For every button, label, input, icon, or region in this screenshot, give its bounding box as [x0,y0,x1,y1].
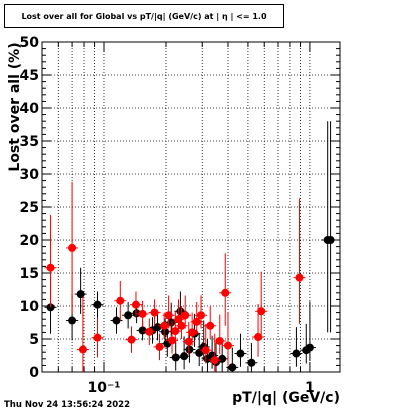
data-point [236,349,245,358]
data-point [180,352,189,361]
data-point [228,363,237,372]
data-point [188,328,197,337]
x-tick-label: 10⁻¹ [87,380,120,396]
axis-ticks [41,41,340,373]
data-point [171,353,180,362]
data-point [153,323,162,332]
data-point [127,335,136,344]
y-tick-label: 15 [20,266,39,282]
data-point [184,337,193,346]
data-point [185,345,194,354]
x-tick-labels: 10⁻¹ 1 [87,380,314,396]
data-point [174,315,183,324]
data-point [254,333,263,342]
data-point [76,290,85,299]
y-tick-label: 0 [29,365,39,381]
data-point [326,236,335,244]
data-point [167,318,176,327]
data-point [112,316,121,325]
data-point [305,343,314,352]
data-point [171,327,180,336]
data-point [257,307,266,316]
data-point [155,342,164,351]
y-tick-label: 25 [20,200,39,216]
data-point [160,321,169,330]
plot-frame [41,41,341,373]
data-point [164,311,173,320]
data-point [247,358,256,367]
data-point [223,341,232,350]
data-point [181,311,190,320]
data-point [218,354,227,363]
data-point [93,333,102,342]
timestamp: Thu Nov 24 13:56:24 2022 [4,400,131,410]
data-point [195,348,204,357]
data-point [93,300,102,309]
grid-lines [41,42,340,372]
data-point [210,356,219,365]
data-point [192,317,201,326]
data-point [197,311,206,320]
y-tick-label: 30 [20,167,40,183]
data-point [124,311,133,320]
y-tick-label: 50 [20,35,40,51]
data-point [201,346,210,355]
data-point [215,336,224,345]
y-tick-label: 40 [20,101,40,117]
data-point [168,336,177,345]
data-point [292,349,301,358]
y-tick-label: 10 [20,299,40,315]
x-tick-label: 1 [305,380,315,396]
data-point [138,326,147,335]
x-axis-label: pT/|q| (GeV/c) [232,390,340,406]
y-tick-label: 20 [20,233,40,249]
data-point [145,327,154,336]
data-point [78,345,87,354]
y-tick-label: 45 [20,68,39,84]
data-point [131,300,140,309]
y-axis-label: Lost over all (%) [7,42,23,172]
data-point [177,321,186,330]
y-tick-labels: 0 5 10 15 20 25 30 35 40 45 50 [20,35,40,381]
data-point [150,308,159,317]
chart-title: Lost over all for Global vs pT/|q| (GeV/… [4,4,284,28]
data-point [68,243,77,252]
data-point [295,273,304,282]
data-point [68,316,77,325]
data-point [138,309,147,318]
y-tick-label: 35 [20,134,39,150]
data-point [206,321,215,330]
data-point [46,263,55,272]
y-tick-label: 5 [29,332,39,348]
data-points [44,121,337,372]
data-point [221,288,230,297]
data-point [116,296,125,305]
data-point [132,309,141,318]
